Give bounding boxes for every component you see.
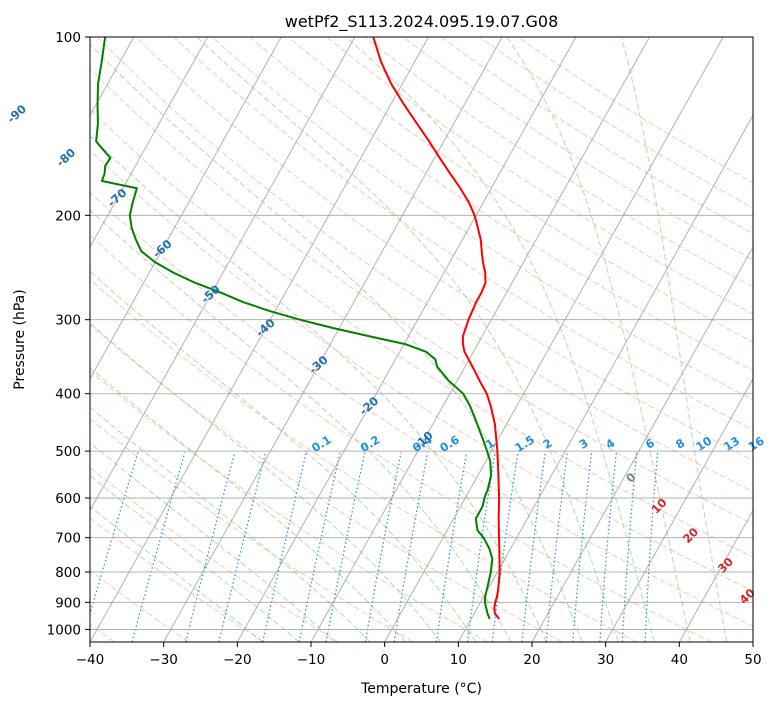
chart-title: wetPf2_S113.2024.095.19.07.G08	[285, 12, 559, 32]
moist-adiabat-line	[90, 406, 371, 642]
isotherm-line	[90, 37, 356, 512]
isotherm-line	[605, 377, 753, 642]
y-tick-label: 200	[55, 208, 81, 224]
y-tick-label: 900	[55, 595, 81, 611]
moist-adiabat-line	[621, 37, 728, 642]
isotherm-line	[163, 37, 503, 642]
dry-adiabat-line	[90, 517, 264, 642]
dry-adiabat-line	[365, 37, 753, 288]
dry-adiabat-line	[90, 68, 753, 525]
isotherm-line	[236, 37, 577, 642]
y-tick-label: 1000	[47, 622, 81, 638]
y-tick-label: 300	[55, 313, 81, 329]
dry-adiabat-line	[250, 37, 753, 372]
axis-ticks: −40 −30 −20 −10 0 10 20 30 40 50 100 200 300 400 500 60…	[47, 30, 762, 668]
isotherm-line	[457, 114, 753, 642]
y-tick-label: 700	[55, 531, 81, 547]
dry-adiabat-line	[403, 37, 753, 261]
moist-adiabat-line	[90, 505, 264, 642]
mixing-ratio-label: 20	[773, 434, 775, 454]
y-tick-label: 800	[55, 565, 81, 581]
dry-adiabat-line	[97, 37, 753, 493]
dewpoint-profile-line	[95, 37, 494, 620]
dry-adiabat-line	[90, 149, 753, 592]
y-tick-label: 400	[55, 387, 81, 403]
y-tick-label: 100	[55, 30, 81, 46]
moist-adiabat-line	[90, 43, 583, 642]
profile-lines	[95, 37, 501, 620]
isotherm-line	[90, 37, 282, 380]
mixing-ratio-line	[298, 452, 341, 642]
x-tick-label: −40	[76, 652, 105, 668]
mixing-ratio-line	[262, 452, 307, 642]
dry-adiabat-line	[90, 278, 638, 642]
y-axis-title: Pressure (hPa)	[12, 289, 28, 389]
mixing-ratio-line	[185, 452, 236, 642]
dry-adiabat-line	[518, 37, 753, 184]
y-tick-label: 500	[55, 444, 81, 460]
dry-adiabat-line	[90, 323, 563, 642]
x-tick-label: 0	[380, 652, 389, 668]
background-lines	[90, 37, 753, 642]
moist-adiabat-line	[346, 37, 655, 642]
dry-adiabat-line	[441, 37, 753, 235]
x-tick-label: −10	[297, 652, 326, 668]
isotherm-line	[384, 37, 724, 642]
dry-adiabat-line	[90, 108, 753, 558]
x-axis-title: Temperature (°C)	[360, 681, 482, 697]
isotherm-line	[90, 37, 429, 642]
x-tick-label: 20	[523, 652, 540, 668]
x-tick-label: 40	[671, 652, 688, 668]
dry-adiabat-line	[136, 37, 753, 461]
x-tick-label: −20	[223, 652, 252, 668]
moist-adiabat-line	[506, 37, 691, 642]
isotherm-line	[678, 509, 753, 642]
dry-adiabat-line	[212, 37, 753, 401]
mixing-ratio-line	[393, 452, 429, 642]
mixing-ratio-line	[364, 452, 402, 642]
mixing-ratio-line	[90, 452, 139, 616]
x-tick-label: 50	[744, 652, 761, 668]
x-tick-label: −30	[149, 652, 178, 668]
moist-adiabat-line	[197, 37, 619, 642]
plot-frame	[89, 36, 754, 643]
mixing-ratio-line	[131, 452, 186, 642]
dry-adiabat-line	[174, 37, 753, 431]
mixing-ratio-line	[218, 452, 267, 642]
x-tick-label: 10	[450, 652, 467, 668]
x-tick-label: 30	[597, 652, 614, 668]
isotherm-line	[310, 37, 650, 642]
isotherm-line	[90, 37, 208, 249]
moist-adiabat-line	[90, 270, 477, 642]
dry-adiabat-line	[90, 466, 339, 642]
y-tick-label: 600	[55, 491, 81, 507]
temperature-profile-line	[372, 37, 501, 620]
isotherm-line	[531, 246, 753, 642]
mixing-ratio-line	[325, 452, 366, 642]
